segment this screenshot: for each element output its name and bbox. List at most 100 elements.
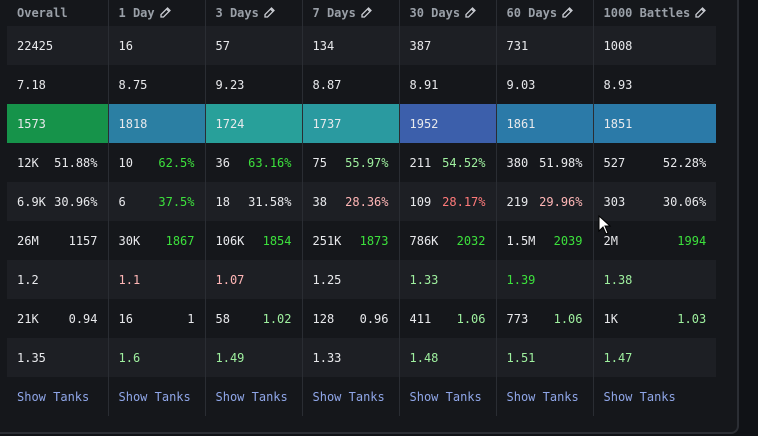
- show-tanks-link[interactable]: Show Tanks: [17, 389, 90, 404]
- table-cell: 36 63.16%: [205, 143, 303, 182]
- table-cell: 7.18: [7, 65, 109, 104]
- cell-value: 527: [603, 155, 626, 170]
- cell-value: 106K: [215, 233, 245, 248]
- show-tanks-link[interactable]: Show Tanks: [603, 389, 676, 404]
- table-cell[interactable]: Show Tanks: [7, 377, 109, 416]
- table-cell: 1.47: [593, 338, 717, 377]
- cell-value: 1.1: [118, 272, 141, 287]
- table-cell: 303 30.06%: [593, 182, 717, 221]
- cell-value-pair: 128 0.96: [313, 312, 389, 326]
- column-header-label: 1 Day: [118, 5, 155, 20]
- cell-value-pair: 58 1.02: [216, 312, 292, 326]
- show-tanks-link[interactable]: Show Tanks: [215, 389, 288, 404]
- column-header-4[interactable]: 30 Days: [399, 0, 497, 26]
- table-cell[interactable]: Show Tanks: [496, 377, 594, 416]
- cell-value: 57: [215, 38, 230, 53]
- cell-value: 1K: [603, 311, 618, 326]
- cell-value: 1.33: [312, 350, 342, 365]
- cell-value: 251K: [312, 233, 342, 248]
- column-header-label: 60 Days: [506, 5, 558, 20]
- cell-value: 1.06: [553, 311, 583, 326]
- table-cell: 527 52.28%: [593, 143, 717, 182]
- cell-value: 1: [187, 311, 195, 326]
- table-cell: 1.49: [205, 338, 303, 377]
- table-cell: 8.91: [399, 65, 497, 104]
- column-header-label: 30 Days: [409, 5, 461, 20]
- table-cell[interactable]: Show Tanks: [302, 377, 400, 416]
- cell-value-pair: 12K 51.88%: [17, 156, 98, 170]
- cell-value: 31.58%: [248, 194, 292, 209]
- pencil-icon[interactable]: [159, 6, 171, 21]
- cell-value: 1818: [118, 116, 148, 131]
- cell-value: 8.93: [603, 77, 633, 92]
- cell-value-pair: 786K 2032: [410, 234, 486, 248]
- header-row: Overall 1 Day 3 Days 7 Days 30 Days 60 Days 10…: [7, 0, 717, 26]
- cell-value: 219: [506, 194, 529, 209]
- table-cell: 8.87: [302, 65, 400, 104]
- cell-value: 1952: [409, 116, 439, 131]
- cell-value: 8.91: [409, 77, 439, 92]
- cell-value: 786K: [409, 233, 439, 248]
- cell-value: 9.03: [506, 77, 536, 92]
- table-cell: 1.48: [399, 338, 497, 377]
- show-tanks-link[interactable]: Show Tanks: [409, 389, 482, 404]
- cell-value: 51.88%: [54, 155, 98, 170]
- cell-value: 18: [215, 194, 230, 209]
- cell-value: 109: [409, 194, 432, 209]
- pencil-icon[interactable]: [264, 6, 275, 21]
- table-cell: 134: [302, 26, 400, 65]
- cell-value: 26M: [17, 233, 39, 248]
- pencil-icon[interactable]: [465, 6, 476, 21]
- table-cell[interactable]: Show Tanks: [399, 377, 497, 416]
- cell-value: 1008: [603, 38, 633, 53]
- show-tanks-link[interactable]: Show Tanks: [118, 389, 191, 404]
- cell-value: 30.06%: [662, 194, 707, 209]
- cell-value: 10: [118, 155, 133, 170]
- cell-value: 1.38: [603, 272, 633, 287]
- cell-value: 1873: [359, 233, 389, 248]
- cell-value-pair: 1.5M 2039: [507, 234, 583, 248]
- table-cell[interactable]: Show Tanks: [108, 377, 206, 416]
- table-cell: 1.33: [399, 260, 497, 299]
- show-tanks-link[interactable]: Show Tanks: [506, 389, 579, 404]
- cell-value-pair: 411 1.06: [410, 312, 486, 326]
- cell-value: 211: [409, 155, 432, 170]
- table-cell: 75 55.97%: [302, 143, 400, 182]
- cell-value: 380: [506, 155, 529, 170]
- table-row-survival: 6.9K 30.96% 6 37.5% 18 31.58% 38 28.36% 109 28.17…: [7, 182, 717, 221]
- show-tanks-link[interactable]: Show Tanks: [312, 389, 385, 404]
- cell-value-pair: 26M 1157: [17, 234, 98, 248]
- column-header-3[interactable]: 7 Days: [302, 0, 400, 26]
- table-cell: 128 0.96: [302, 299, 400, 338]
- cell-value: 16: [118, 38, 133, 53]
- column-header-6[interactable]: 1000 Battles: [593, 0, 717, 26]
- cell-value: 1854: [262, 233, 292, 248]
- cell-value: 1.49: [215, 350, 245, 365]
- table-cell: 6 37.5%: [108, 182, 206, 221]
- cell-value-pair: 38 28.36%: [313, 195, 389, 209]
- cell-value: 9.23: [215, 77, 245, 92]
- table-cell: 1724: [205, 104, 303, 143]
- column-header-2[interactable]: 3 Days: [205, 0, 303, 26]
- table-cell[interactable]: Show Tanks: [593, 377, 717, 416]
- cell-value-pair: 106K 1854: [216, 234, 292, 248]
- pencil-icon[interactable]: [361, 6, 372, 21]
- cell-value: 58: [215, 311, 230, 326]
- cell-value: 8.87: [312, 77, 342, 92]
- cell-value: 30.96%: [54, 194, 98, 209]
- cell-value: 52.28%: [662, 155, 707, 170]
- column-header-5[interactable]: 60 Days: [496, 0, 594, 26]
- cell-value-pair: 211 54.52%: [410, 156, 486, 170]
- table-cell: 30K 1867: [108, 221, 206, 260]
- cell-value: 1724: [215, 116, 245, 131]
- table-row-kd-ratio: 1.35 1.6 1.49 1.33 1.48 1.51 1.47: [7, 338, 717, 377]
- pencil-icon[interactable]: [562, 6, 573, 21]
- column-header-1[interactable]: 1 Day: [108, 0, 206, 26]
- table-cell: 211 54.52%: [399, 143, 497, 182]
- pencil-icon[interactable]: [695, 6, 707, 21]
- table-cell[interactable]: Show Tanks: [205, 377, 303, 416]
- table-cell: 2M 1994: [593, 221, 717, 260]
- cell-value-pair: 10 62.5%: [119, 156, 195, 170]
- table-cell: 16: [108, 26, 206, 65]
- cell-value-pair: 773 1.06: [507, 312, 583, 326]
